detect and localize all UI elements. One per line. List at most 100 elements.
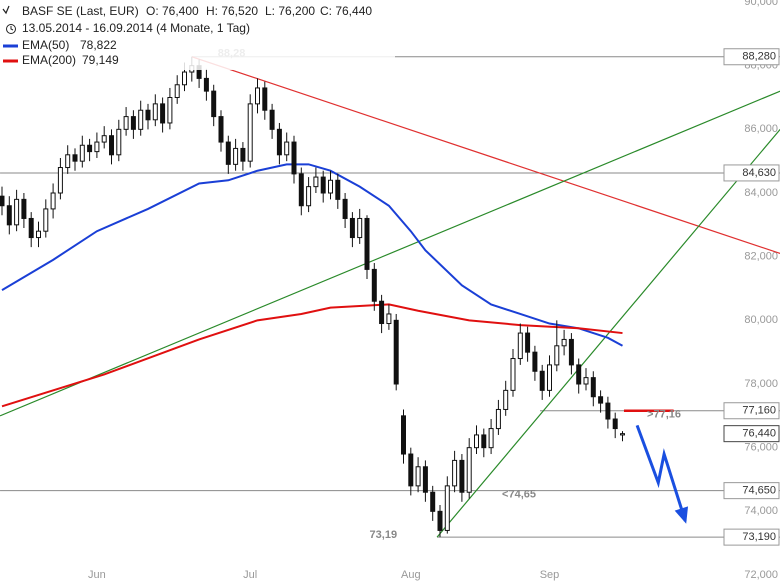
candle-body: [130, 116, 136, 130]
candle-body: [306, 186, 312, 207]
candle-body: [211, 90, 217, 118]
candle-body: [109, 135, 114, 156]
candle-body: [21, 198, 27, 219]
candle-body: [6, 205, 12, 226]
y-tick-label: 76,000: [744, 442, 778, 454]
candle-body: [116, 128, 122, 156]
candle-body: [65, 154, 71, 169]
annotation: 73,19: [370, 529, 398, 541]
candle-body: [57, 167, 63, 194]
trendline: [436, 128, 780, 538]
legend-label: EMA(50): [22, 38, 69, 52]
level-box: [723, 528, 780, 546]
x-tick-label: Sep: [540, 569, 560, 581]
candle-body: [620, 433, 625, 436]
y-tick-label: 72,000: [744, 569, 778, 581]
candle-body: [28, 217, 34, 239]
legend-value: 79,149: [82, 53, 119, 67]
icon-clock-hands: [10, 26, 14, 31]
candle-body: [182, 71, 187, 86]
level-box: [723, 402, 780, 420]
candle-body: [79, 144, 85, 162]
candle-body: [313, 176, 319, 188]
candle-body: [160, 103, 166, 124]
x-tick-label: Jun: [88, 569, 106, 581]
candle-body: [547, 364, 552, 391]
candle-body: [342, 198, 348, 219]
candle-body: [532, 351, 538, 372]
candle-body: [605, 402, 611, 420]
forecast-arrow: [635, 424, 687, 522]
candle-body: [371, 268, 377, 302]
candle-body: [590, 377, 596, 398]
candle-body: [94, 141, 100, 153]
candle-body: [101, 135, 107, 143]
candle-body: [284, 141, 290, 156]
legend-label: EMA(200): [22, 53, 76, 67]
candle-body: [87, 144, 93, 153]
candle-body: [437, 510, 443, 531]
candle-body: [276, 128, 282, 156]
candle-body: [255, 87, 260, 105]
y-tick-label: 78,000: [744, 378, 778, 390]
y-tick-label: 74,000: [744, 505, 778, 517]
subtitle: 13.05.2014 - 16.09.2014 (4 Monate, 1 Tag…: [22, 21, 250, 35]
candle-body: [452, 459, 458, 487]
candle-body: [123, 116, 129, 130]
candle-body: [138, 109, 144, 130]
candle-body: [517, 332, 523, 360]
candle-body: [568, 338, 574, 366]
candle-body: [269, 109, 275, 130]
candle-body: [247, 103, 253, 162]
candle-body: [14, 198, 20, 226]
candle-body: [422, 466, 428, 493]
arrow-head: [674, 506, 689, 524]
y-tick-label: 82,000: [744, 251, 778, 263]
candle-body: [401, 415, 406, 455]
candle-body: [328, 179, 333, 194]
x-tick-label: Aug: [401, 569, 421, 581]
candle-body: [364, 217, 370, 270]
level-label: 77,160: [742, 405, 776, 417]
annotation: <74,65: [502, 489, 536, 501]
level-box: [723, 48, 780, 66]
y-tick-label: 84,000: [744, 187, 778, 199]
quote-high: H: 76,520: [206, 4, 258, 18]
candle-body: [357, 217, 363, 239]
candle-body: [503, 389, 509, 410]
ema-line: [1, 163, 623, 347]
candle-body: [335, 179, 341, 200]
candle-body: [43, 208, 49, 232]
candle-body: [583, 377, 589, 385]
quote-open: O: 76,400: [146, 4, 199, 18]
candle-body: [167, 97, 173, 124]
y-tick-label: 86,000: [744, 123, 778, 135]
icon-check: [2, 5, 10, 15]
candle-body: [145, 109, 151, 121]
candle-body: [576, 364, 582, 385]
y-tick-label: 90,000: [744, 0, 778, 8]
legend: EMA(50) 78,822 EMA(200) 79,149: [3, 38, 119, 67]
candle-body: [495, 408, 501, 430]
candle-body: [393, 319, 399, 385]
candle-body: [598, 396, 604, 404]
quote-close: C: 76,440: [320, 4, 372, 18]
candle-body: [510, 358, 516, 391]
header: BASF SE (Last, EUR) O: 76,400 H: 76,520 …: [0, 0, 395, 70]
candle-body: [298, 173, 304, 207]
candle-body: [539, 370, 545, 391]
candle-body: [474, 434, 479, 449]
level-label: 84,630: [742, 167, 776, 179]
trendline: [191, 56, 780, 255]
candle-body: [218, 116, 224, 143]
candle-body: [379, 300, 385, 325]
candle-body: [262, 87, 268, 111]
candle-body: [488, 428, 494, 449]
trendline: [0, 90, 780, 417]
x-tick-label: Jul: [243, 569, 257, 581]
candle-body: [152, 103, 158, 121]
level-box: [723, 425, 780, 443]
